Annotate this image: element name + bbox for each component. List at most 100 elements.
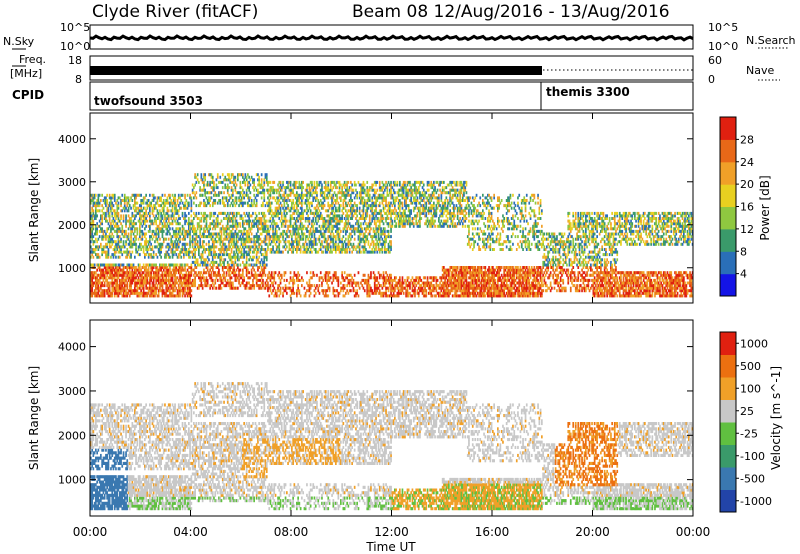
heatmap-cell — [150, 273, 152, 277]
heatmap-cell — [221, 278, 224, 282]
heatmap-cell — [204, 229, 206, 233]
heatmap-cell — [253, 255, 255, 259]
heatmap-cell — [206, 266, 209, 269]
heatmap-cell — [100, 268, 102, 272]
heatmap-cell — [200, 224, 203, 228]
heatmap-cell — [244, 232, 247, 236]
heatmap-cell — [131, 224, 134, 228]
heatmap-cell — [162, 206, 165, 210]
heatmap-cell — [294, 209, 297, 213]
heatmap-cell — [165, 211, 168, 215]
heatmap-cell — [375, 232, 377, 236]
heatmap-cell — [142, 286, 145, 290]
heatmap-cell — [117, 271, 120, 275]
heatmap-cell — [194, 227, 196, 231]
heatmap-cell — [288, 281, 291, 285]
heatmap-cell — [342, 211, 345, 215]
heatmap-cell — [211, 260, 214, 264]
heatmap-cell — [111, 242, 114, 246]
heatmap-cell — [347, 291, 350, 295]
heatmap-cell — [235, 219, 238, 223]
heatmap-cell — [228, 219, 230, 223]
heatmap-cell — [190, 199, 193, 202]
heatmap-cell — [223, 266, 225, 269]
heatmap-cell — [336, 217, 338, 220]
heatmap-cell — [277, 183, 279, 187]
heatmap-cell — [111, 201, 114, 205]
heatmap-cell — [194, 248, 196, 251]
heatmap-cell — [206, 183, 209, 187]
heatmap-cell — [116, 206, 119, 210]
heatmap-cell — [253, 222, 255, 226]
heatmap-cell — [263, 266, 266, 269]
heatmap-cell — [156, 227, 159, 231]
heatmap-cell — [126, 237, 129, 241]
heatmap-cell — [95, 276, 97, 280]
heatmap-cell — [110, 201, 112, 205]
heatmap-cell — [361, 229, 364, 233]
heatmap-cell — [203, 219, 205, 223]
heatmap-cell — [226, 224, 229, 228]
heatmap-cell — [162, 281, 165, 285]
heatmap-cell — [172, 199, 175, 202]
heatmap-cell — [112, 240, 115, 244]
heatmap-cell — [298, 273, 301, 277]
heatmap-cell — [250, 258, 253, 262]
heatmap-cell — [157, 271, 160, 275]
heatmap-cell — [263, 188, 266, 192]
heatmap-cell — [91, 253, 93, 257]
heatmap-cell — [123, 204, 126, 208]
heatmap-cell — [139, 227, 141, 231]
heatmap-cell — [162, 263, 165, 267]
heatmap-cell — [97, 291, 100, 295]
heatmap-cell — [144, 222, 146, 226]
heatmap-cell — [316, 193, 318, 197]
heatmap-cell — [100, 281, 102, 285]
heatmap-cell — [301, 188, 303, 192]
heatmap-cell — [210, 173, 213, 177]
heatmap-cell — [215, 217, 218, 220]
heatmap-cell — [128, 255, 131, 259]
heatmap-cell — [93, 217, 96, 220]
heatmap-cell — [169, 271, 171, 275]
heatmap-cell — [180, 266, 183, 269]
heatmap-cell — [169, 294, 171, 298]
heatmap-cell — [152, 250, 155, 254]
heatmap-cell — [116, 284, 119, 288]
nave-right-tick-top: 60 — [708, 54, 722, 67]
heatmap-cell — [209, 273, 211, 277]
heatmap-cell — [144, 211, 146, 215]
heatmap-cell — [216, 232, 219, 236]
heatmap-cell — [132, 291, 135, 295]
heatmap-cell — [380, 227, 382, 231]
heatmap-cell — [221, 173, 224, 177]
heatmap-cell — [101, 248, 103, 251]
heatmap-cell — [209, 180, 211, 184]
heatmap-cell — [307, 224, 309, 228]
heatmap-cell — [224, 248, 227, 251]
heatmap-cell — [233, 214, 235, 218]
heatmap-cell — [230, 266, 233, 269]
heatmap-cell — [287, 250, 289, 254]
heatmap-cell — [179, 263, 181, 267]
heatmap-cell — [96, 232, 98, 236]
heatmap-cell — [297, 219, 299, 223]
heatmap-cell — [264, 214, 267, 218]
heatmap-cell — [248, 263, 250, 267]
heatmap-cell — [126, 253, 129, 257]
heatmap-cell — [95, 232, 97, 236]
heatmap-cell — [208, 250, 210, 254]
heatmap-cell — [319, 229, 322, 233]
heatmap-cell — [263, 180, 266, 184]
heatmap-cell — [125, 284, 127, 288]
heatmap-cell — [152, 284, 155, 288]
heatmap-cell — [371, 209, 374, 213]
heatmap-cell — [191, 191, 194, 195]
heatmap-cell — [324, 273, 327, 277]
frequency-left-tick-top: 18 — [68, 54, 82, 67]
heatmap-cell — [210, 253, 213, 257]
heatmap-cell — [157, 281, 160, 285]
heatmap-cell — [194, 193, 196, 197]
heatmap-cell — [176, 248, 179, 251]
heatmap-cell — [135, 276, 137, 280]
